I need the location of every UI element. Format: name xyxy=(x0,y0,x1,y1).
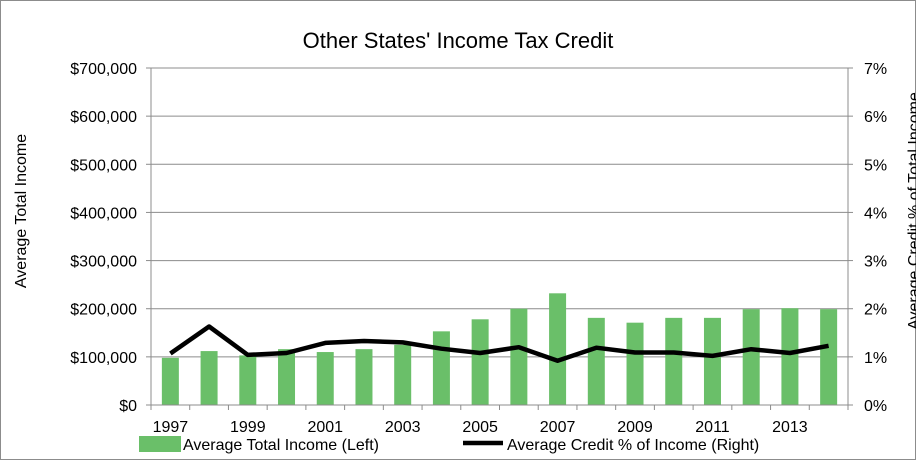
bar xyxy=(200,351,218,405)
legend-bar-label: Average Total Income (Left) xyxy=(183,437,379,454)
x-tick-label: 2009 xyxy=(617,419,653,436)
bar xyxy=(471,319,489,405)
y-axis-right-label: Average Credit % of Total Income xyxy=(906,92,916,330)
y-right-tick-label: 0% xyxy=(864,398,887,415)
y-left-tick-label: $700,000 xyxy=(70,61,137,78)
y-left-tick-label: $400,000 xyxy=(70,205,137,222)
bar xyxy=(239,355,257,405)
bar xyxy=(316,352,334,405)
x-tick-label: 1997 xyxy=(153,419,189,436)
y-left-tick-label: $300,000 xyxy=(70,254,137,271)
y-right-tick-label: 1% xyxy=(864,350,887,367)
bar xyxy=(510,308,528,405)
gridlines xyxy=(151,67,848,358)
bar xyxy=(549,293,567,405)
x-tick-label: 2013 xyxy=(772,419,808,436)
bar xyxy=(587,317,605,405)
y-left-tick-label: $0 xyxy=(119,398,137,415)
bar xyxy=(626,322,644,405)
y-right-tick-label: 7% xyxy=(864,61,887,78)
bar xyxy=(665,317,683,405)
credit-percent-line xyxy=(169,324,830,363)
tick-labels: $0 $100,000 $200,000 $300,000 $400,000 $500,0… xyxy=(70,61,887,436)
line-series xyxy=(169,324,830,363)
bar xyxy=(355,349,373,405)
x-tick-label: 1999 xyxy=(230,419,266,436)
bar xyxy=(432,331,450,405)
y-left-tick-label: $100,000 xyxy=(70,350,137,367)
bar xyxy=(278,349,296,405)
bar xyxy=(161,357,179,405)
chart-title: Other States' Income Tax Credit xyxy=(303,28,614,53)
bar xyxy=(820,309,838,405)
legend-bar-swatch xyxy=(139,436,181,452)
y-right-tick-label: 6% xyxy=(864,109,887,126)
y-axis-left-label: Average Total Income xyxy=(13,134,30,288)
x-tick-label: 2003 xyxy=(385,419,421,436)
legend: Average Total Income (Left) Average Cred… xyxy=(139,436,759,454)
y-right-tick-label: 4% xyxy=(864,205,887,222)
y-right-tick-label: 2% xyxy=(864,302,887,319)
bar-series xyxy=(161,293,838,405)
x-tick-label: 2011 xyxy=(695,419,730,436)
x-tick-label: 2005 xyxy=(462,419,498,436)
bar xyxy=(781,308,799,405)
bar xyxy=(742,309,760,405)
y-left-tick-label: $200,000 xyxy=(70,302,137,319)
bar xyxy=(394,344,412,405)
y-right-tick-label: 5% xyxy=(864,157,887,174)
y-left-tick-label: $600,000 xyxy=(70,109,137,126)
axes xyxy=(146,67,853,410)
x-tick-label: 2001 xyxy=(307,419,343,436)
legend-line-label: Average Credit % of Income (Right) xyxy=(507,437,759,454)
y-left-tick-label: $500,000 xyxy=(70,157,137,174)
y-right-tick-label: 3% xyxy=(864,254,887,271)
x-tick-label: 2007 xyxy=(540,419,576,436)
bar xyxy=(703,317,721,405)
